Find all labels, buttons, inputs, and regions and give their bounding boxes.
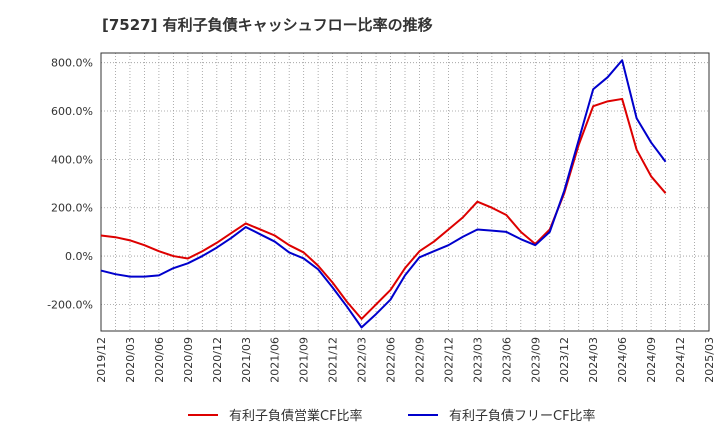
- x-tick-label: 2021/03: [240, 337, 253, 383]
- x-tick-label: 2020/09: [182, 337, 195, 383]
- y-axis: -200.0% 0.0% 200.0% 400.0% 600.0% 800.0%: [47, 57, 93, 312]
- x-tick-label: 2020/12: [211, 337, 224, 383]
- x-tick-label: 2022/03: [356, 337, 369, 383]
- chart-title: [7527] 有利子負債キャッシュフロー比率の推移: [102, 16, 433, 34]
- x-axis: 2019/12 2020/03 2020/06 2020/09 2020/12 2021/…: [95, 337, 716, 383]
- legend-label-2: 有利子負債フリーCF比率: [449, 408, 596, 424]
- x-tick-label: 2023/03: [471, 337, 484, 383]
- x-tick-label: 2020/03: [124, 337, 137, 383]
- legend: 有利子負債営業CF比率 有利子負債フリーCF比率: [188, 408, 596, 424]
- x-tick-label: 2022/06: [385, 337, 398, 383]
- series-line-2: [100, 59, 667, 329]
- y-tick-label: 400.0%: [51, 153, 93, 166]
- series-layer: [100, 59, 667, 329]
- x-tick-label: 2022/09: [413, 337, 426, 383]
- plot-frame: [100, 52, 710, 332]
- x-tick-label: 2021/09: [298, 337, 311, 383]
- x-tick-label: 2021/12: [327, 337, 340, 383]
- grid-layer: [101, 53, 709, 331]
- x-tick-label: 2023/12: [558, 337, 571, 383]
- x-tick-label: 2023/09: [529, 337, 542, 383]
- y-tick-label: 200.0%: [51, 202, 93, 215]
- y-tick-label: -200.0%: [47, 298, 93, 311]
- x-tick-label: 2020/06: [153, 337, 166, 383]
- x-tick-label: 2021/06: [269, 337, 282, 383]
- x-tick-label: 2024/09: [645, 337, 658, 383]
- y-tick-label: 600.0%: [51, 105, 93, 118]
- x-tick-label: 2023/06: [500, 337, 513, 383]
- x-tick-label: 2019/12: [95, 337, 108, 383]
- x-tick-label: 2024/12: [674, 337, 687, 383]
- y-tick-label: 800.0%: [51, 57, 93, 70]
- y-tick-label: 0.0%: [65, 250, 93, 263]
- x-tick-label: 2024/06: [616, 337, 629, 383]
- legend-label-1: 有利子負債営業CF比率: [229, 408, 363, 424]
- x-tick-label: 2025/03: [703, 337, 716, 383]
- x-tick-label: 2022/12: [442, 337, 455, 383]
- x-tick-label: 2024/03: [587, 337, 600, 383]
